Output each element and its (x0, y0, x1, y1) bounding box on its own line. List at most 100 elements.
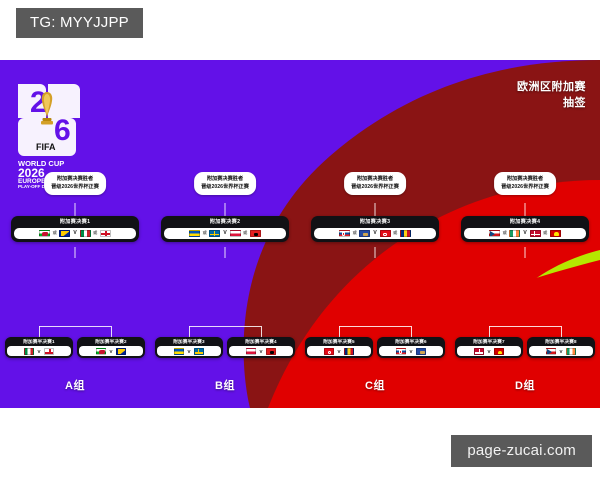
final-match-d[interactable]: 附加赛决赛4 或 V 或 (461, 216, 589, 242)
flag-north-macedonia-icon (549, 229, 561, 237)
or-label: 或 (202, 230, 207, 236)
semifinals-d: 附加赛半决赛7 V 附加赛半决赛8 V (450, 337, 600, 371)
svg-text:6: 6 (54, 114, 71, 147)
group-label-b: B组 (215, 380, 235, 392)
final-match-c[interactable]: 附加赛决赛3 或 V 或 (311, 216, 439, 242)
flag-bosnia-icon (59, 229, 71, 237)
site-watermark-badge: page-zucai.com (451, 435, 592, 467)
flag-turkey-icon (324, 347, 335, 355)
flag-poland-icon (246, 347, 257, 355)
flag-slovakia-icon (396, 347, 407, 355)
flag-denmark-icon (474, 347, 485, 355)
semifinals-c: 附加赛半决赛5 V 附加赛半决赛6 V (300, 337, 450, 371)
flag-italy-icon (24, 347, 35, 355)
semifinal-7[interactable]: 附加赛半决赛7 V (455, 337, 523, 359)
qualifier-note-b: 附加赛决赛胜者 晋级2026世界杯正赛 (194, 172, 256, 196)
vs-label: V (337, 348, 341, 354)
connector-semi1-a (39, 326, 40, 337)
semifinal-4[interactable]: 附加赛半决赛4 V (227, 337, 295, 359)
or-label: 或 (52, 230, 57, 236)
page-title-line1: 欧洲区附加赛 (517, 81, 586, 93)
flag-ireland-icon (509, 229, 521, 237)
connector-qual-final-d (524, 203, 526, 216)
connector-bar-b (189, 326, 261, 327)
flag-italy-icon (79, 229, 91, 237)
flag-poland-icon (229, 229, 241, 237)
semifinal-6-row: V (379, 346, 443, 357)
connector-semi4-b (261, 326, 262, 337)
connector-semi8-d (561, 326, 562, 337)
flag-albania-icon (265, 347, 276, 355)
semifinal-3-title: 附加赛半决赛3 (173, 339, 205, 344)
flag-czech-icon (546, 347, 557, 355)
flag-albania-icon (249, 229, 261, 237)
flag-sweden-icon (209, 229, 221, 237)
vs-label: V (487, 348, 491, 354)
connector-semi5-c (339, 326, 340, 337)
final-match-title-b: 附加赛决赛2 (209, 219, 241, 225)
flag-kosovo-icon (359, 229, 371, 237)
connector-final-bar-c (374, 247, 376, 258)
vs-label: V (373, 230, 377, 237)
semifinal-4-title: 附加赛半决赛4 (245, 339, 277, 344)
qualifier-note-line1: 附加赛决赛胜者 (56, 176, 94, 182)
flag-bosnia-icon (115, 347, 126, 355)
flag-romania-icon (399, 229, 411, 237)
vs-label: V (259, 348, 263, 354)
connector-semi6-c (411, 326, 412, 337)
semifinal-5[interactable]: 附加赛半决赛5 V (305, 337, 373, 359)
vs-label: V (409, 348, 413, 354)
vs-label: V (187, 348, 191, 354)
svg-text:2: 2 (30, 86, 47, 119)
vs-label: V (73, 230, 77, 237)
bracket-columns: 附加赛决赛胜者 晋级2026世界杯正赛 附加赛决赛1 或 V 或 (0, 60, 600, 408)
group-column-c: 附加赛决赛胜者 晋级2026世界杯正赛 附加赛决赛3 或 V 或 (300, 60, 450, 408)
fifa-world-cup-2026-logo: 2 6 FIFA WORLD CUP 2026 EUROPEAN PLAY-OF… (14, 78, 80, 188)
page-title: 欧洲区附加赛 抽签 (517, 80, 586, 112)
semifinal-1[interactable]: 附加赛半决赛1 V (5, 337, 73, 359)
flag-ukraine-icon (189, 229, 201, 237)
semifinal-1-title: 附加赛半决赛1 (23, 339, 55, 344)
semifinal-7-row: V (457, 346, 521, 357)
or-label: 或 (502, 230, 507, 236)
connector-bar-c (339, 326, 411, 327)
qualifier-note-line1: 附加赛决赛胜者 (356, 176, 394, 182)
semifinal-6[interactable]: 附加赛半决赛6 V (377, 337, 445, 359)
semifinal-4-row: V (229, 346, 293, 357)
flag-wales-icon (96, 347, 107, 355)
group-column-b: 附加赛决赛胜者 晋级2026世界杯正赛 附加赛决赛2 或 V 或 (150, 60, 300, 408)
semifinal-8-row: V (529, 346, 593, 357)
connector-final-bar-b (224, 247, 226, 258)
playoff-draw-graphic: 2 6 FIFA WORLD CUP 2026 EUROPEAN PLAY-OF… (0, 60, 600, 408)
final-match-b[interactable]: 附加赛决赛2 或 V 或 (161, 216, 289, 242)
vs-label: V (223, 230, 227, 237)
connector-final-bar-d (524, 247, 526, 258)
semifinal-2-title: 附加赛半决赛2 (95, 339, 127, 344)
logo-european-text: EUROPEAN (18, 178, 55, 185)
qualifier-note-line2: 晋级2026世界杯正赛 (51, 184, 99, 191)
semifinal-3-row: V (157, 346, 221, 357)
flag-ireland-icon (565, 347, 576, 355)
or-label: 或 (393, 230, 398, 236)
connector-bar-d (489, 326, 561, 327)
semifinal-8-title: 附加赛半决赛8 (545, 339, 577, 344)
flag-czech-icon (489, 229, 501, 237)
semifinal-5-title: 附加赛半决赛5 (323, 339, 355, 344)
qualifier-note-line1: 附加赛决赛胜者 (206, 176, 244, 182)
semifinal-5-row: V (307, 346, 371, 357)
semifinal-2[interactable]: 附加赛半决赛2 V (77, 337, 145, 359)
group-label-c: C组 (365, 380, 385, 392)
connector-qual-final-c (374, 203, 376, 216)
semifinal-1-row: V (7, 346, 71, 357)
flag-sweden-icon (193, 347, 204, 355)
semifinal-3[interactable]: 附加赛半决赛3 V (155, 337, 223, 359)
final-match-a[interactable]: 附加赛决赛1 或 V 或 (11, 216, 139, 242)
group-label-d: D组 (515, 380, 535, 392)
semifinal-7-title: 附加赛半决赛7 (473, 339, 505, 344)
semifinals-b: 附加赛半决赛3 V 附加赛半决赛4 V (150, 337, 300, 371)
or-label: 或 (243, 230, 248, 236)
final-match-row-b: 或 V 或 (164, 227, 286, 239)
or-label: 或 (543, 230, 548, 236)
semifinal-8[interactable]: 附加赛半决赛8 V (527, 337, 595, 359)
flag-romania-icon (343, 347, 354, 355)
